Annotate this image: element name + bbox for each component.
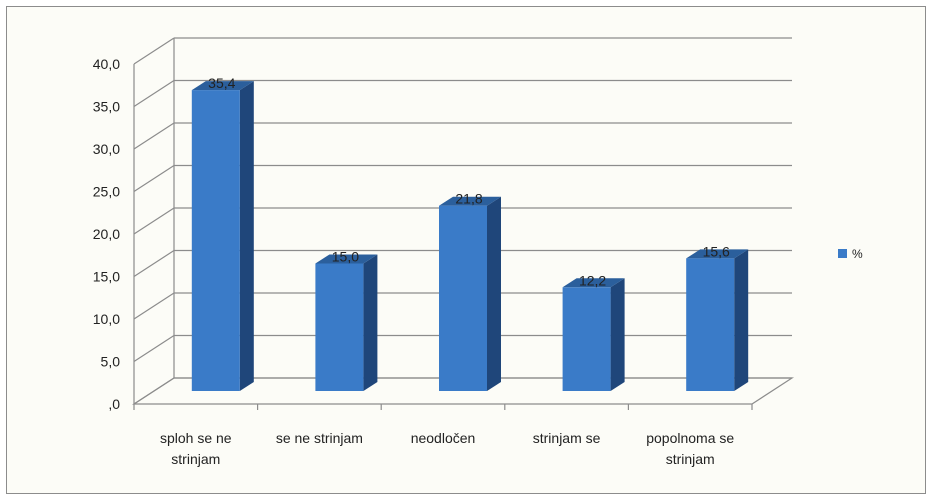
gridline-side [133, 122, 175, 150]
bar-side [734, 249, 749, 391]
bar-side [363, 254, 378, 391]
category-label: se ne strinjam [276, 430, 363, 446]
y-tick-label: 40,0 [93, 56, 120, 72]
legend-label: % [852, 247, 863, 261]
bar-side [610, 278, 625, 391]
bar [439, 205, 487, 391]
y-tick-label: 5,0 [101, 354, 121, 370]
category-label: neodločen [411, 430, 476, 446]
label-layer: ,0 5,0 10,0 15,0 20,0 25,0 30,0 35,0 40,0 35,4 spl… [93, 56, 735, 467]
category-label: popolnoma se [646, 430, 734, 446]
bar-top [562, 278, 625, 288]
bar [562, 287, 611, 391]
bar [315, 263, 364, 391]
category-label: sploh se ne [160, 430, 232, 446]
data-label: 15,0 [332, 249, 359, 265]
bar-layer [191, 81, 749, 391]
bar-side [487, 196, 501, 391]
bar [191, 90, 240, 391]
gridline-side [133, 207, 175, 235]
gridline-side [133, 334, 175, 363]
gridline-side [133, 164, 175, 193]
y-tick-label: 20,0 [93, 226, 120, 242]
y-tick-label: 35,0 [93, 99, 120, 115]
gridline-side [133, 79, 175, 108]
data-label: 21,8 [455, 191, 482, 207]
y-tick-label: 25,0 [93, 184, 120, 200]
bar-side [239, 81, 254, 391]
gridline-side [133, 37, 175, 65]
gridline-side [133, 249, 175, 278]
data-label: 15,6 [703, 243, 730, 259]
category-label: strinjam [171, 451, 220, 467]
bar-top [439, 196, 501, 206]
data-label: 12,2 [579, 272, 606, 288]
category-label: strinjam [666, 451, 715, 467]
bar-top [191, 81, 254, 91]
bar-top [315, 254, 378, 264]
y-tick-label: 15,0 [93, 269, 120, 285]
data-label: 35,4 [208, 75, 235, 91]
y-tick-label: 30,0 [93, 141, 120, 157]
legend-swatch [838, 249, 847, 258]
bar-top [686, 249, 749, 259]
y-tick-label: ,0 [108, 396, 120, 412]
gridline-side [133, 292, 175, 320]
y-tick-label: 10,0 [93, 311, 120, 327]
bar [686, 258, 735, 391]
gridline-side [133, 377, 175, 405]
category-label: strinjam se [533, 430, 601, 446]
legend: % [838, 247, 863, 261]
